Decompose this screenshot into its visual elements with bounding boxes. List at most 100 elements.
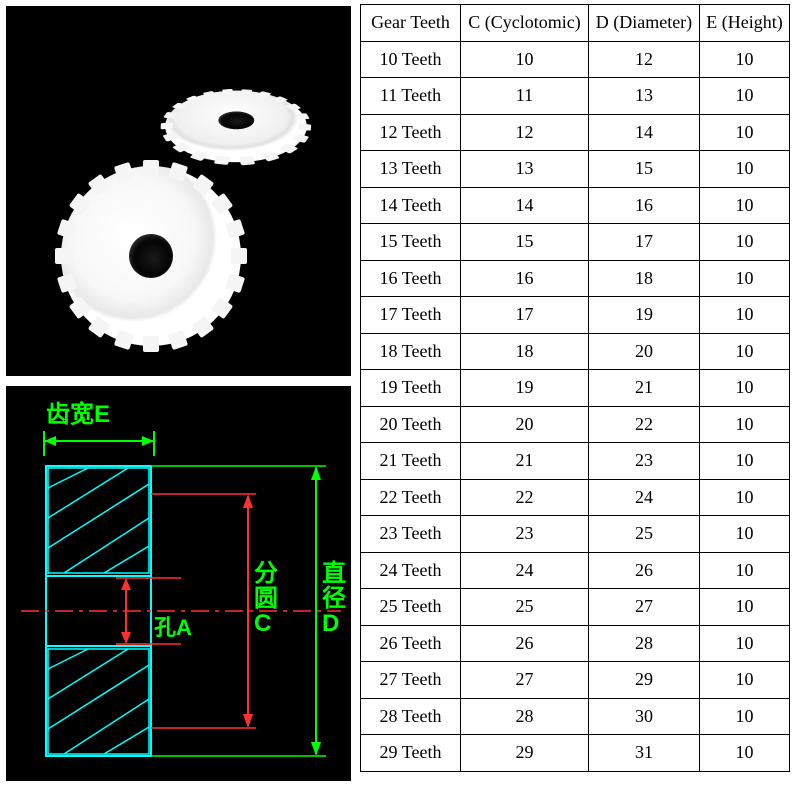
table-cell: 29 <box>588 662 699 699</box>
table-cell: 29 Teeth <box>361 735 461 772</box>
table-cell: 10 <box>461 41 589 78</box>
table-cell: 10 <box>699 297 789 334</box>
table-cell: 10 <box>699 370 789 407</box>
table-cell: 20 Teeth <box>361 406 461 443</box>
table-cell: 20 <box>461 406 589 443</box>
table-cell: 24 <box>588 479 699 516</box>
table-row: 12 Teeth121410 <box>361 114 790 151</box>
col-header: C (Cyclotomic) <box>461 5 589 42</box>
table-cell: 23 <box>461 516 589 553</box>
table-cell: 21 Teeth <box>361 443 461 480</box>
table-cell: 10 <box>699 662 789 699</box>
table-row: 14 Teeth141610 <box>361 187 790 224</box>
table-cell: 10 <box>699 78 789 115</box>
table-row: 26 Teeth262810 <box>361 625 790 662</box>
table-cell: 10 <box>699 260 789 297</box>
table-cell: 19 <box>588 297 699 334</box>
spec-table: Gear Teeth C (Cyclotomic) D (Diameter) E… <box>360 4 790 772</box>
table-cell: 14 <box>588 114 699 151</box>
table-cell: 29 <box>461 735 589 772</box>
table-cell: 16 <box>461 260 589 297</box>
table-row: 11 Teeth111310 <box>361 78 790 115</box>
table-cell: 23 Teeth <box>361 516 461 553</box>
table-cell: 28 Teeth <box>361 698 461 735</box>
table-row: 28 Teeth283010 <box>361 698 790 735</box>
table-cell: 25 Teeth <box>361 589 461 626</box>
table-cell: 17 <box>588 224 699 261</box>
table-cell: 12 Teeth <box>361 114 461 151</box>
table-cell: 10 <box>699 479 789 516</box>
table-cell: 10 <box>699 41 789 78</box>
gear-diagram: 齿宽E 孔A 分 圆 C 直 径 D <box>6 386 351 781</box>
table-cell: 12 <box>588 41 699 78</box>
table-cell: 10 <box>699 333 789 370</box>
table-cell: 25 <box>588 516 699 553</box>
table-row: 22 Teeth222410 <box>361 479 790 516</box>
page-root: 齿宽E 孔A 分 圆 C 直 径 D Gear Teeth C (Cycloto… <box>0 0 800 800</box>
table-cell: 22 <box>461 479 589 516</box>
col-header: Gear Teeth <box>361 5 461 42</box>
table-cell: 13 Teeth <box>361 151 461 188</box>
table-cell: 10 <box>699 589 789 626</box>
table-row: 21 Teeth212310 <box>361 443 790 480</box>
table-cell: 10 <box>699 114 789 151</box>
table-row: 13 Teeth131510 <box>361 151 790 188</box>
table-cell: 20 <box>588 333 699 370</box>
table-cell: 15 <box>461 224 589 261</box>
table-cell: 31 <box>588 735 699 772</box>
table-row: 23 Teeth232510 <box>361 516 790 553</box>
table-cell: 21 <box>461 443 589 480</box>
table-cell: 10 Teeth <box>361 41 461 78</box>
gear-back <box>144 87 309 171</box>
table-cell: 21 <box>588 370 699 407</box>
table-cell: 17 <box>461 297 589 334</box>
table-row: 15 Teeth151710 <box>361 224 790 261</box>
table-row: 24 Teeth242610 <box>361 552 790 589</box>
label-hole-A: 孔A <box>154 616 192 639</box>
table-cell: 18 Teeth <box>361 333 461 370</box>
label-diameter-D: 直 径 D <box>322 561 346 637</box>
table-cell: 16 <box>588 187 699 224</box>
table-cell: 10 <box>699 625 789 662</box>
col-header: E (Height) <box>699 5 789 42</box>
table-row: 17 Teeth171910 <box>361 297 790 334</box>
table-cell: 16 Teeth <box>361 260 461 297</box>
table-cell: 22 <box>588 406 699 443</box>
table-cell: 30 <box>588 698 699 735</box>
table-cell: 24 <box>461 552 589 589</box>
table-cell: 15 <box>588 151 699 188</box>
label-width-E: 齿宽E <box>46 402 110 427</box>
table-cell: 25 <box>461 589 589 626</box>
table-cell: 28 <box>461 698 589 735</box>
table-cell: 26 <box>461 625 589 662</box>
table-row: 20 Teeth202210 <box>361 406 790 443</box>
table-cell: 13 <box>588 78 699 115</box>
table-cell: 26 <box>588 552 699 589</box>
table-cell: 19 Teeth <box>361 370 461 407</box>
table-row: 25 Teeth252710 <box>361 589 790 626</box>
table-cell: 18 <box>461 333 589 370</box>
table-cell: 13 <box>461 151 589 188</box>
right-column: Gear Teeth C (Cyclotomic) D (Diameter) E… <box>360 0 800 800</box>
table-cell: 27 Teeth <box>361 662 461 699</box>
table-cell: 10 <box>699 735 789 772</box>
table-row: 27 Teeth272910 <box>361 662 790 699</box>
table-cell: 27 <box>588 589 699 626</box>
table-cell: 18 <box>588 260 699 297</box>
table-row: 18 Teeth182010 <box>361 333 790 370</box>
table-cell: 22 Teeth <box>361 479 461 516</box>
table-cell: 27 <box>461 662 589 699</box>
table-header-row: Gear Teeth C (Cyclotomic) D (Diameter) E… <box>361 5 790 42</box>
table-cell: 11 Teeth <box>361 78 461 115</box>
table-cell: 19 <box>461 370 589 407</box>
table-row: 10 Teeth101210 <box>361 41 790 78</box>
table-cell: 11 <box>461 78 589 115</box>
diagram-svg <box>6 386 351 781</box>
col-header: D (Diameter) <box>588 5 699 42</box>
gear-photo <box>6 6 351 376</box>
table-row: 29 Teeth293110 <box>361 735 790 772</box>
table-cell: 10 <box>699 443 789 480</box>
table-cell: 14 Teeth <box>361 187 461 224</box>
left-column: 齿宽E 孔A 分 圆 C 直 径 D <box>0 0 360 800</box>
table-row: 16 Teeth161810 <box>361 260 790 297</box>
